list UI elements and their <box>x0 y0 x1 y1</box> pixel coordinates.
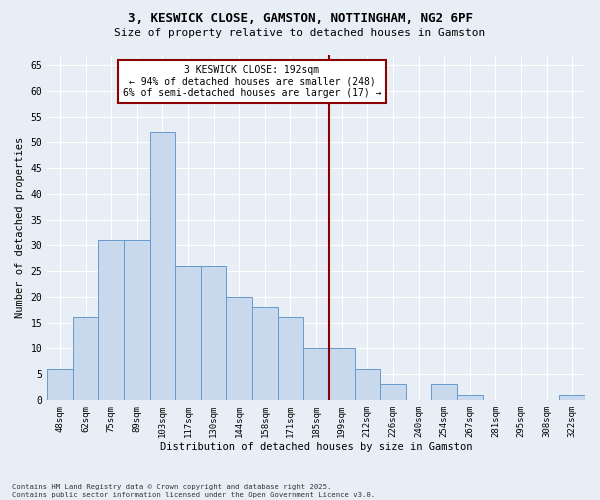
Bar <box>226 297 252 400</box>
Text: 3, KESWICK CLOSE, GAMSTON, NOTTINGHAM, NG2 6PF: 3, KESWICK CLOSE, GAMSTON, NOTTINGHAM, N… <box>128 12 473 26</box>
Bar <box>98 240 124 400</box>
Bar <box>355 369 380 400</box>
Text: Size of property relative to detached houses in Gamston: Size of property relative to detached ho… <box>115 28 485 38</box>
Bar <box>457 394 482 400</box>
Text: 3 KESWICK CLOSE: 192sqm
← 94% of detached houses are smaller (248)
6% of semi-de: 3 KESWICK CLOSE: 192sqm ← 94% of detache… <box>123 66 382 98</box>
Bar <box>47 369 73 400</box>
Bar <box>149 132 175 400</box>
X-axis label: Distribution of detached houses by size in Gamston: Distribution of detached houses by size … <box>160 442 472 452</box>
Bar <box>124 240 149 400</box>
Bar <box>559 394 585 400</box>
Bar <box>303 348 329 400</box>
Bar <box>278 318 303 400</box>
Bar <box>431 384 457 400</box>
Bar <box>329 348 355 400</box>
Y-axis label: Number of detached properties: Number of detached properties <box>15 137 25 318</box>
Bar <box>380 384 406 400</box>
Bar <box>73 318 98 400</box>
Text: Contains HM Land Registry data © Crown copyright and database right 2025.
Contai: Contains HM Land Registry data © Crown c… <box>12 484 375 498</box>
Bar <box>252 307 278 400</box>
Bar <box>201 266 226 400</box>
Bar <box>175 266 201 400</box>
